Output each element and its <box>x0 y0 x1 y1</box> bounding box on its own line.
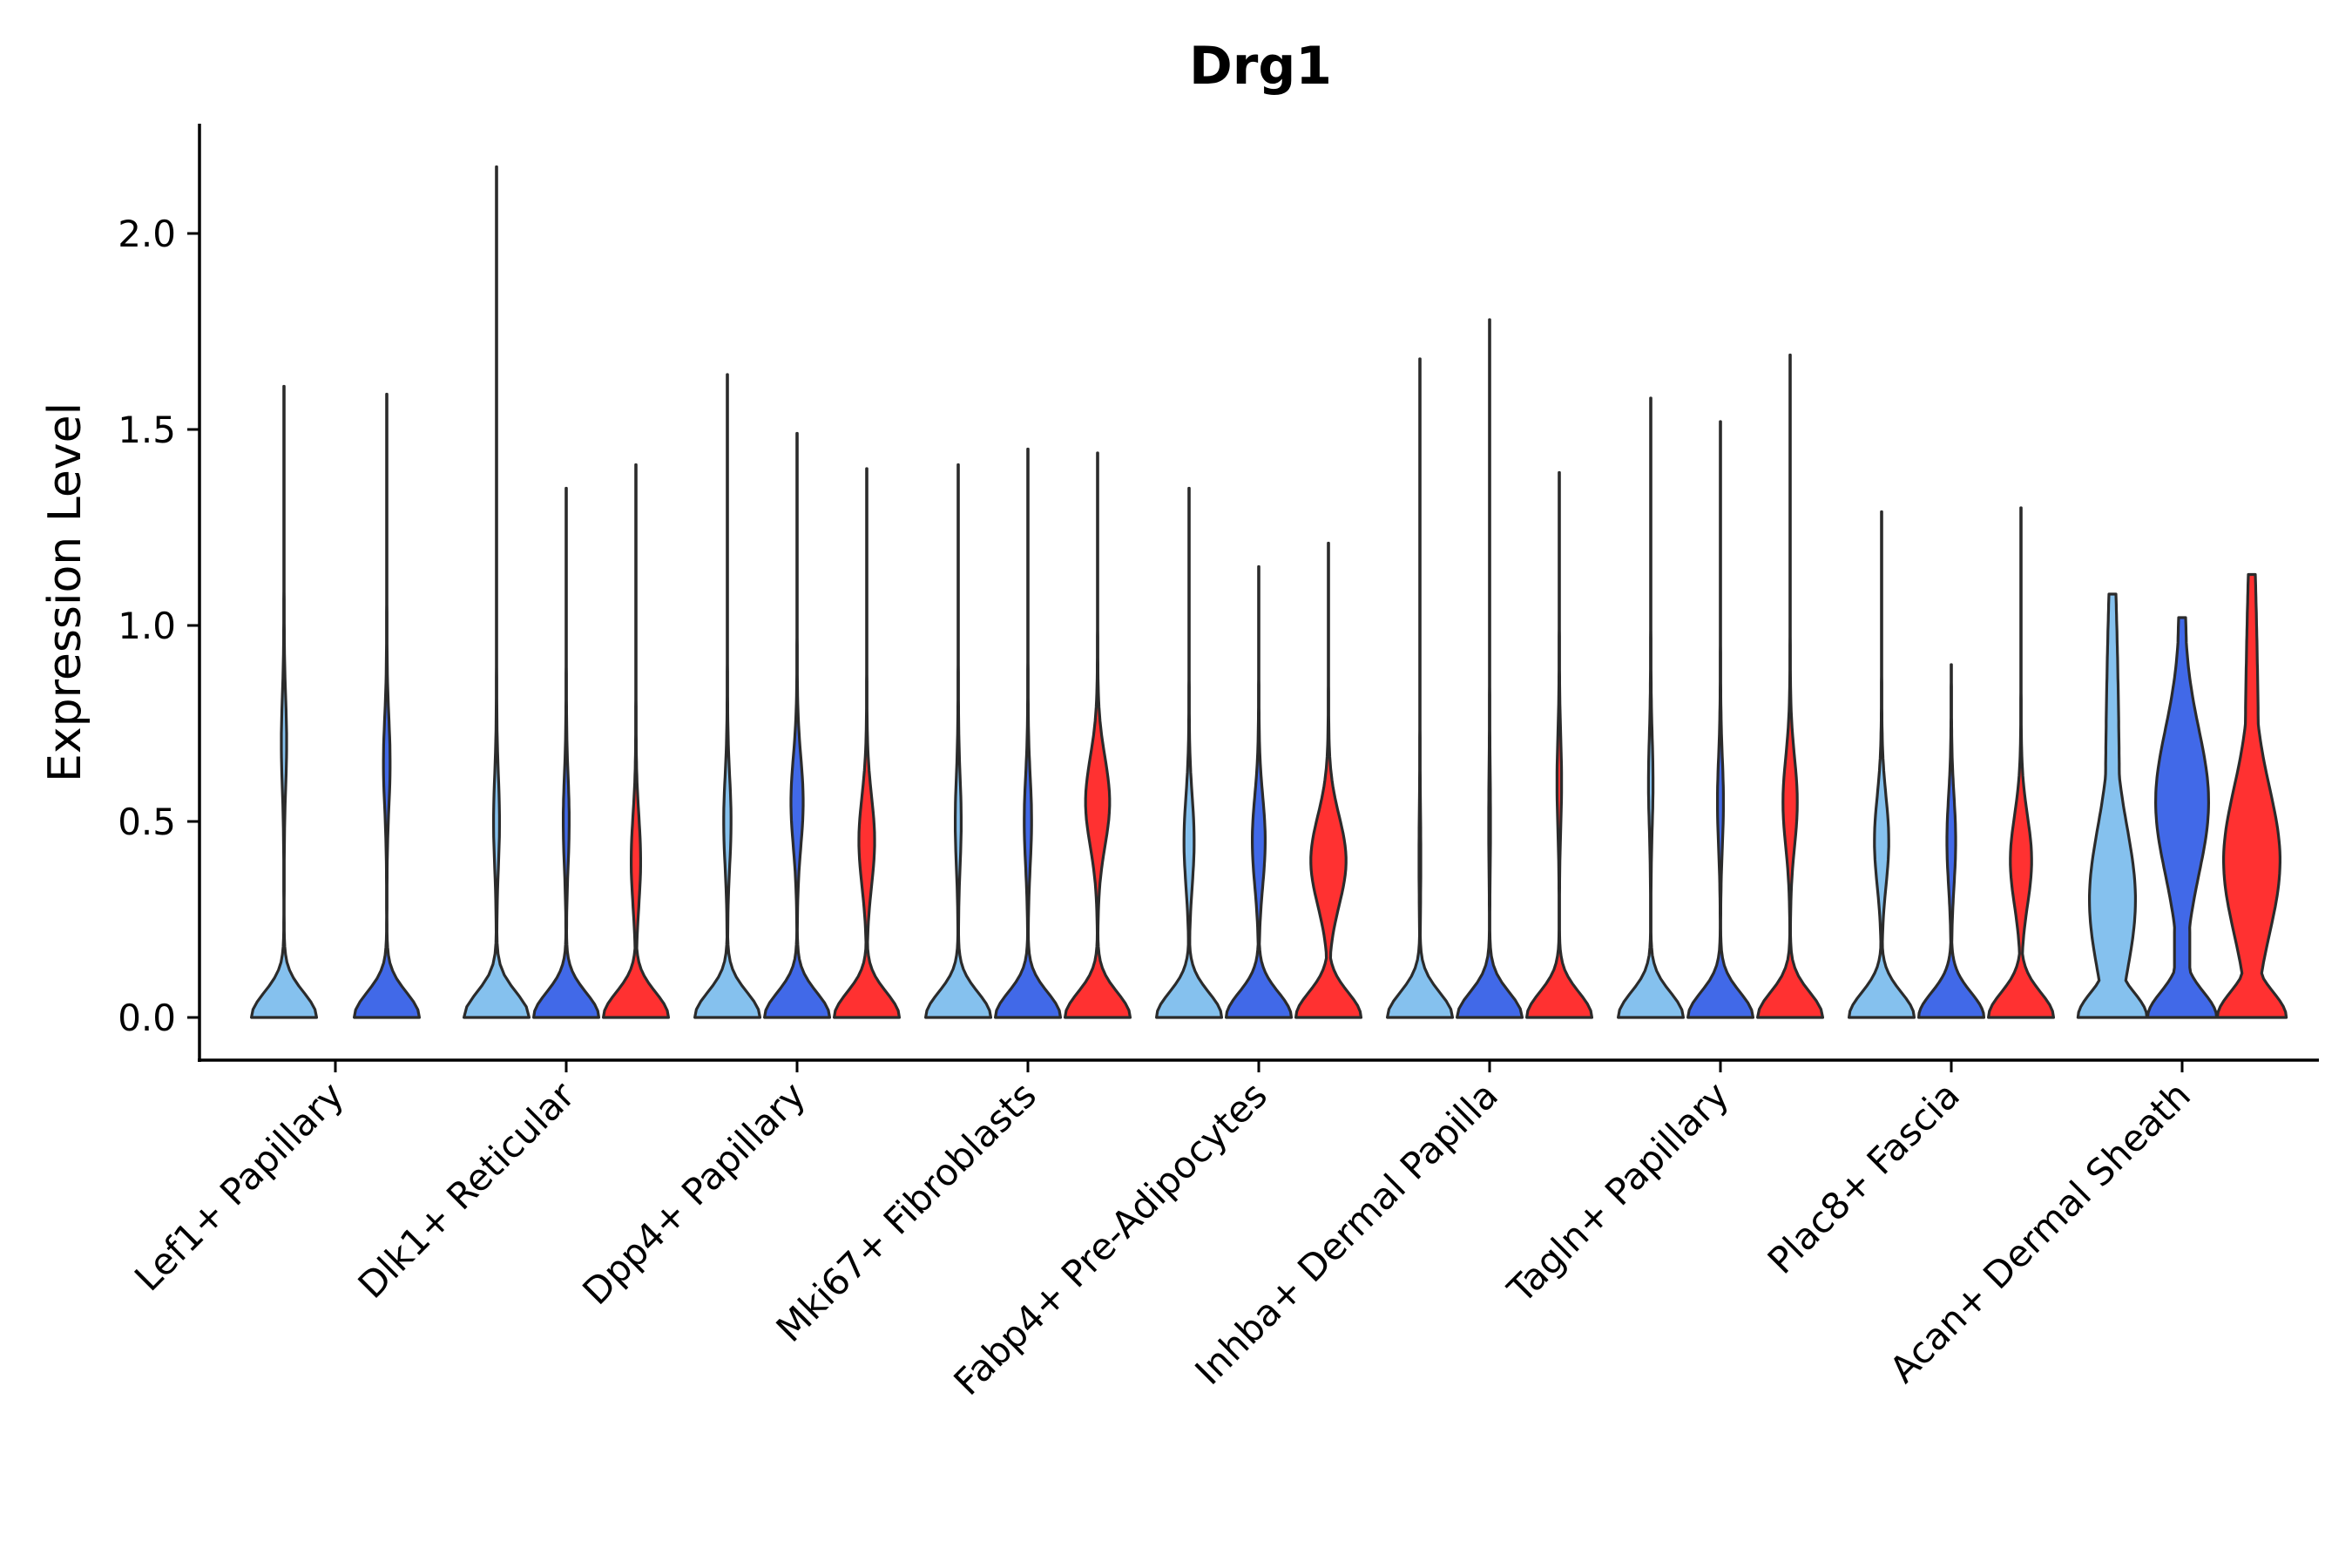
violin-layer <box>250 165 2288 1019</box>
y-tick-label: 0.0 <box>118 997 176 1039</box>
y-axis-ticks: 0.0 0.5 1.0 1.5 2.0 <box>118 213 199 1039</box>
violin-tagln-papillary-series-1 <box>1617 396 1686 1019</box>
violin-fabp4-pre-adipocytes-series-2 <box>1225 564 1294 1019</box>
violin-mki67-fibroblasts-series-3 <box>1064 451 1132 1019</box>
violin-fabp4-pre-adipocytes-series-1 <box>1155 486 1224 1019</box>
y-tick-label: 0.5 <box>118 801 176 843</box>
violin-tagln-papillary-series-2 <box>1686 420 1755 1019</box>
violin-mki67-fibroblasts-series-1 <box>924 463 993 1019</box>
violin-acan-dermal-sheath-series-3 <box>2215 572 2288 1019</box>
violin-inhba-dermal-papilla-series-1 <box>1386 357 1455 1019</box>
violin-lef1-papillary-series-2 <box>353 392 422 1019</box>
violin-plac8-fascia-series-3 <box>1987 506 2056 1019</box>
violin-mki67-fibroblasts-series-2 <box>994 447 1063 1019</box>
violin-dlk1-reticular-series-1 <box>463 165 531 1019</box>
violin-tagln-papillary-series-3 <box>1756 353 1825 1019</box>
violin-acan-dermal-sheath-series-2 <box>2146 616 2219 1019</box>
violin-dpp4-papillary-series-3 <box>833 467 902 1019</box>
violin-lef1-papillary-series-1 <box>250 384 319 1019</box>
violin-acan-dermal-sheath-series-1 <box>2076 592 2149 1019</box>
violin-plac8-fascia-series-1 <box>1848 510 1916 1019</box>
violin-dlk1-reticular-series-2 <box>532 486 601 1019</box>
violin-fabp4-pre-adipocytes-series-3 <box>1294 541 1363 1019</box>
violin-dlk1-reticular-series-3 <box>602 463 671 1019</box>
y-tick-label: 1.0 <box>118 605 176 647</box>
violin-inhba-dermal-papilla-series-2 <box>1456 318 1524 1019</box>
chart-title: Drg1 <box>1189 36 1332 97</box>
violin-plac8-fascia-series-2 <box>1917 663 1986 1019</box>
violin-dpp4-papillary-series-2 <box>763 431 832 1019</box>
y-tick-label: 1.5 <box>118 409 176 451</box>
y-tick-label: 2.0 <box>118 213 176 255</box>
violin-inhba-dermal-papilla-series-3 <box>1525 470 1594 1019</box>
y-axis-label: Expression Level <box>39 402 91 782</box>
violin-dpp4-papillary-series-1 <box>693 373 762 1019</box>
